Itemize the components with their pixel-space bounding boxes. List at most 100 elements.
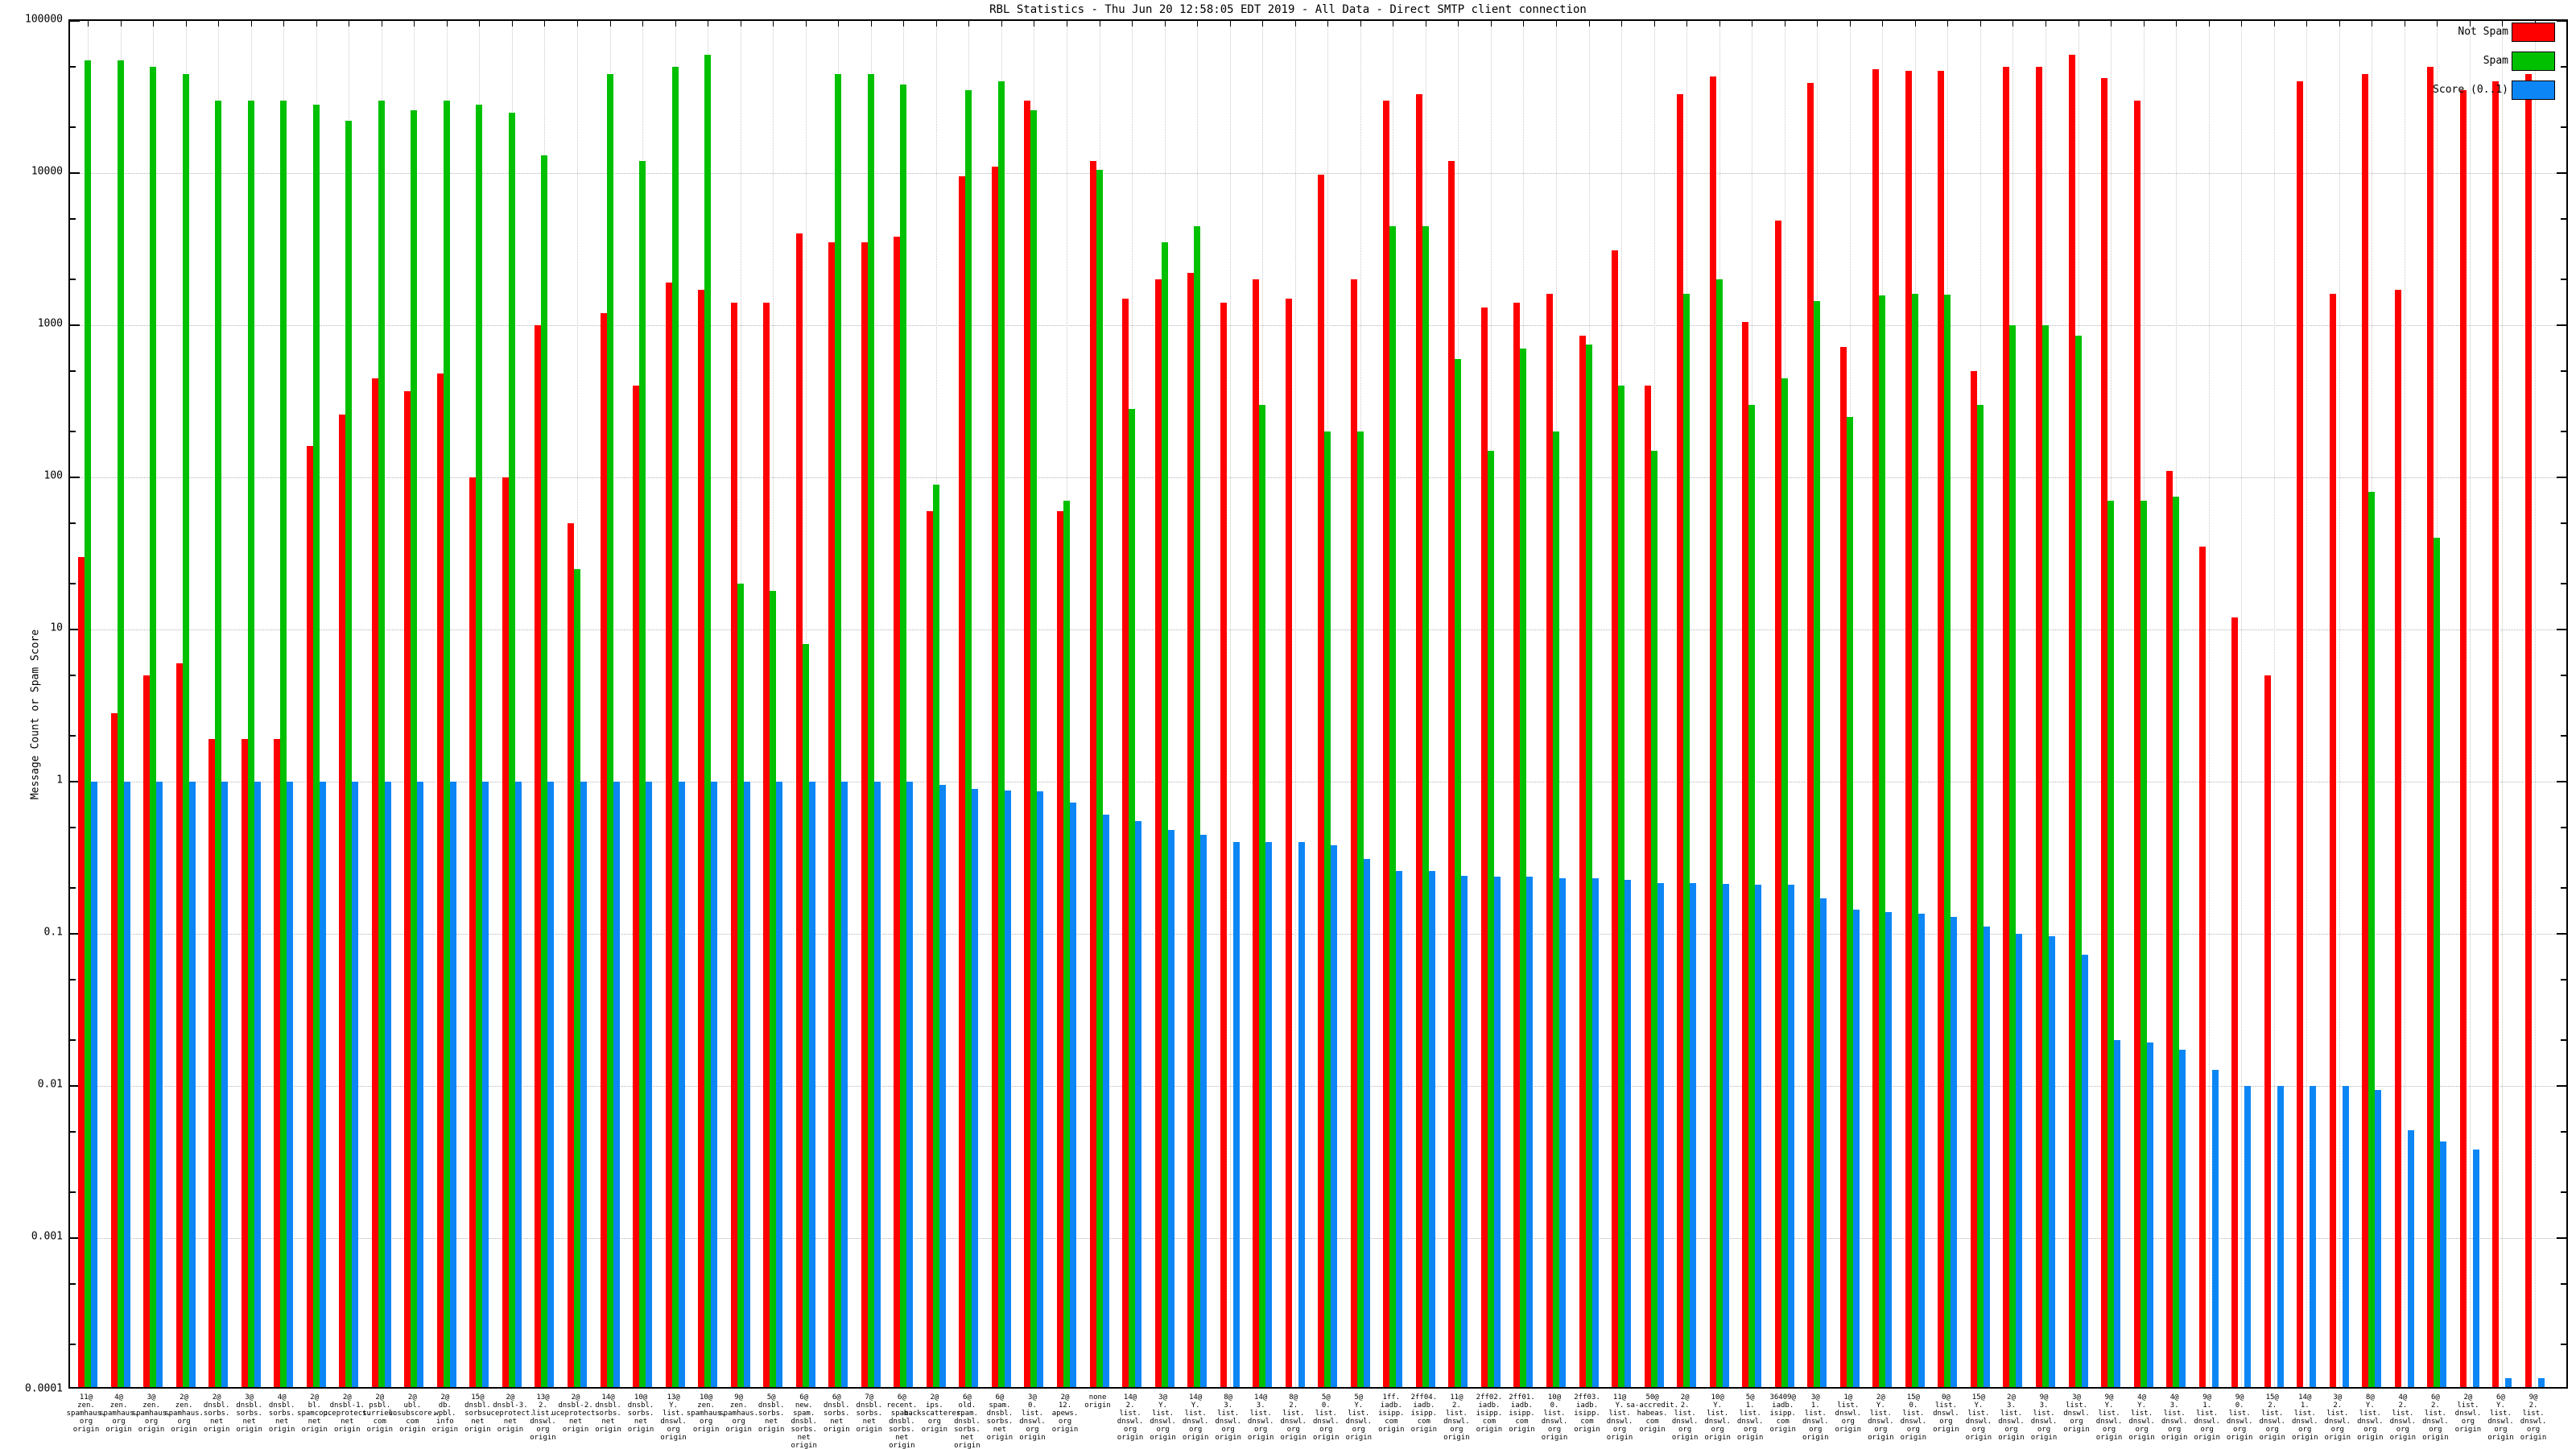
bar-not-spam xyxy=(1383,100,1390,1387)
bar-score xyxy=(2016,934,2023,1387)
bar-spam xyxy=(2173,496,2180,1387)
bar-not-spam xyxy=(1448,161,1455,1387)
x-axis-tick xyxy=(1229,21,1231,27)
x-axis-tick xyxy=(2306,21,2308,27)
x-axis-tick xyxy=(838,21,840,27)
x-axis-label: 3@ dnsbl. sorbs. net origin xyxy=(236,1393,262,1434)
y-axis-tick xyxy=(70,887,76,890)
bar-not-spam xyxy=(1285,298,1292,1387)
bar-score xyxy=(2505,1378,2512,1387)
bar-not-spam xyxy=(698,290,705,1387)
bar-score xyxy=(417,782,424,1387)
bar-not-spam xyxy=(763,303,770,1387)
bar-not-spam xyxy=(535,325,542,1387)
bar-not-spam xyxy=(274,739,281,1387)
bar-spam xyxy=(2434,538,2441,1387)
bar-score xyxy=(972,788,979,1387)
plot-area xyxy=(68,19,2568,1389)
x-axis-tick xyxy=(1686,21,1688,27)
bar-spam xyxy=(671,66,679,1387)
bar-spam xyxy=(476,105,483,1387)
x-axis-label: 2ff02. iadb. isipp. com origin xyxy=(1476,1393,1503,1434)
bar-score xyxy=(1363,859,1370,1387)
bar-not-spam xyxy=(2329,294,2336,1387)
bar-not-spam xyxy=(2198,547,2206,1387)
bar-not-spam xyxy=(2264,675,2271,1387)
y-axis-tick xyxy=(70,1237,80,1239)
bar-score xyxy=(2049,935,2055,1387)
x-axis-label: 3@ list. dnswl. org origin xyxy=(2063,1393,2090,1434)
bar-score xyxy=(873,782,881,1387)
x-axis-label: 7@ dnsbl. sorbs. net origin xyxy=(856,1393,883,1434)
y-axis-tick xyxy=(70,978,76,980)
bar-not-spam xyxy=(1807,83,1814,1387)
x-axis-tick xyxy=(642,21,644,27)
x-axis-tick xyxy=(544,21,546,27)
x-axis-label: 2@ 3. list. dnswl. org origin xyxy=(1998,1393,2025,1442)
bar-spam xyxy=(1585,344,1592,1387)
bar-not-spam xyxy=(1612,250,1619,1387)
bar-not-spam xyxy=(339,414,346,1387)
x-axis-label: 6@ spam. dnsbl. sorbs. net origin xyxy=(986,1393,1013,1442)
bar-not-spam xyxy=(1154,279,1162,1387)
y-axis-tick xyxy=(2557,933,2566,935)
bar-spam xyxy=(606,73,613,1387)
x-axis-tick xyxy=(1653,21,1655,27)
bar-spam xyxy=(1161,242,1168,1387)
x-axis-label: 5@ 1. list. dnswl. org origin xyxy=(1736,1393,1764,1442)
y-axis-tick xyxy=(2557,629,2566,630)
x-axis-label: 14@ 1. list. dnswl. org origin xyxy=(2292,1393,2318,1442)
bar-score xyxy=(156,782,163,1387)
bar-spam xyxy=(2074,336,2082,1387)
bar-not-spam xyxy=(828,242,836,1387)
y-axis-tick-label: 100000 xyxy=(25,13,63,26)
chart-title: RBL Statistics - Thu Jun 20 12:58:05 EDT… xyxy=(989,3,1587,16)
x-axis-tick xyxy=(414,21,415,27)
chart-legend: Not Spam Spam Score (0..1) xyxy=(2359,23,2562,109)
bar-spam xyxy=(508,112,515,1387)
bar-not-spam xyxy=(1024,100,1031,1387)
x-axis-tick xyxy=(675,21,676,27)
bar-score xyxy=(2375,1090,2382,1387)
x-axis-label: 10@ zen. spamhaus. org origin xyxy=(686,1393,726,1434)
bar-spam xyxy=(900,85,907,1387)
y-axis-tick xyxy=(70,477,80,478)
bar-score xyxy=(1265,842,1273,1387)
bar-spam xyxy=(1356,431,1364,1387)
bar-score xyxy=(352,782,359,1387)
x-axis-tick xyxy=(1490,21,1492,27)
x-axis-label: 10@ 0. list. dnswl. org origin xyxy=(1541,1393,1568,1442)
bar-score xyxy=(1461,876,1468,1387)
bar-not-spam xyxy=(1774,220,1781,1387)
x-axis-label: 15@ Y. list. dnswl. org origin xyxy=(1965,1393,1992,1442)
x-axis-label: 15@ 2. list. dnswl. org origin xyxy=(2259,1393,2285,1442)
bar-spam xyxy=(1455,358,1462,1387)
y-axis-tick xyxy=(2561,583,2566,585)
y-axis-tick xyxy=(70,674,76,676)
x-axis-tick xyxy=(968,21,970,27)
x-axis-label: 1ff. iadb. isipp. com origin xyxy=(1378,1393,1405,1434)
y-axis-tick-label: 1000 xyxy=(37,317,63,330)
bar-spam xyxy=(1389,225,1397,1387)
bar-spam xyxy=(1063,501,1070,1387)
x-axis-label: 6@ Y. list. dnswl. org origin xyxy=(2487,1393,2514,1442)
x-axis-tick xyxy=(1588,21,1590,27)
y-axis-tick-label: 10000 xyxy=(31,165,63,178)
bar-spam xyxy=(312,105,320,1387)
bar-score xyxy=(580,782,587,1387)
bar-spam xyxy=(770,590,777,1387)
x-axis-label: 9@ 3. list. dnswl. org origin xyxy=(2030,1393,2058,1442)
bar-not-spam xyxy=(665,283,672,1387)
y-axis-tick xyxy=(70,324,80,326)
y-axis-tick xyxy=(70,431,76,433)
bar-score xyxy=(678,782,685,1387)
bar-not-spam xyxy=(2427,66,2434,1387)
bar-spam xyxy=(1846,416,1853,1387)
bar-not-spam xyxy=(600,313,607,1387)
x-axis-label: 1@ list. dnswl. org origin xyxy=(1835,1393,1862,1434)
bar-score xyxy=(221,782,229,1387)
x-axis-label: 4@ 3. list. dnswl. org origin xyxy=(2161,1393,2188,1442)
y-axis-tick xyxy=(2561,1130,2566,1133)
bar-spam xyxy=(345,121,353,1387)
bar-spam xyxy=(378,100,385,1387)
